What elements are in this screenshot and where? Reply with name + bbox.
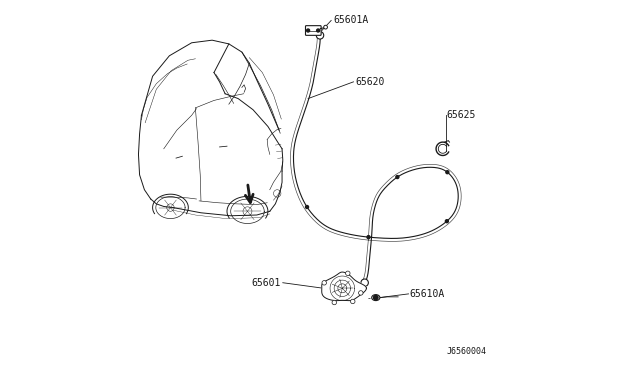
Circle shape [358, 291, 363, 295]
Text: 65601A: 65601A [333, 16, 368, 25]
Circle shape [324, 25, 328, 29]
FancyBboxPatch shape [305, 26, 321, 35]
Circle shape [351, 299, 355, 304]
Circle shape [316, 32, 324, 39]
Polygon shape [322, 272, 367, 301]
Text: 65625: 65625 [447, 110, 476, 120]
Circle shape [445, 220, 449, 223]
Text: 65610A: 65610A [410, 289, 445, 299]
Text: J6560004: J6560004 [447, 347, 486, 356]
Circle shape [361, 279, 369, 286]
Circle shape [367, 235, 370, 238]
Circle shape [374, 295, 378, 300]
Circle shape [317, 29, 319, 32]
Text: 65601: 65601 [252, 278, 281, 288]
Ellipse shape [372, 295, 380, 301]
Circle shape [332, 300, 337, 305]
Circle shape [396, 176, 399, 179]
Circle shape [346, 271, 350, 276]
Text: 65620: 65620 [355, 77, 385, 87]
Circle shape [446, 171, 449, 174]
Circle shape [322, 280, 326, 285]
Circle shape [307, 29, 310, 32]
Circle shape [305, 205, 308, 208]
